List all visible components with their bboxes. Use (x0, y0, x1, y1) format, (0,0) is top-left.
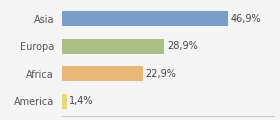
Text: 28,9%: 28,9% (167, 41, 198, 51)
Text: 1,4%: 1,4% (69, 96, 94, 106)
Text: 22,9%: 22,9% (146, 69, 176, 79)
Bar (62, 39, 164, 54)
Bar (62, 11, 228, 26)
Bar (62, 94, 67, 109)
Bar (62, 66, 143, 81)
Text: 46,9%: 46,9% (231, 14, 262, 24)
